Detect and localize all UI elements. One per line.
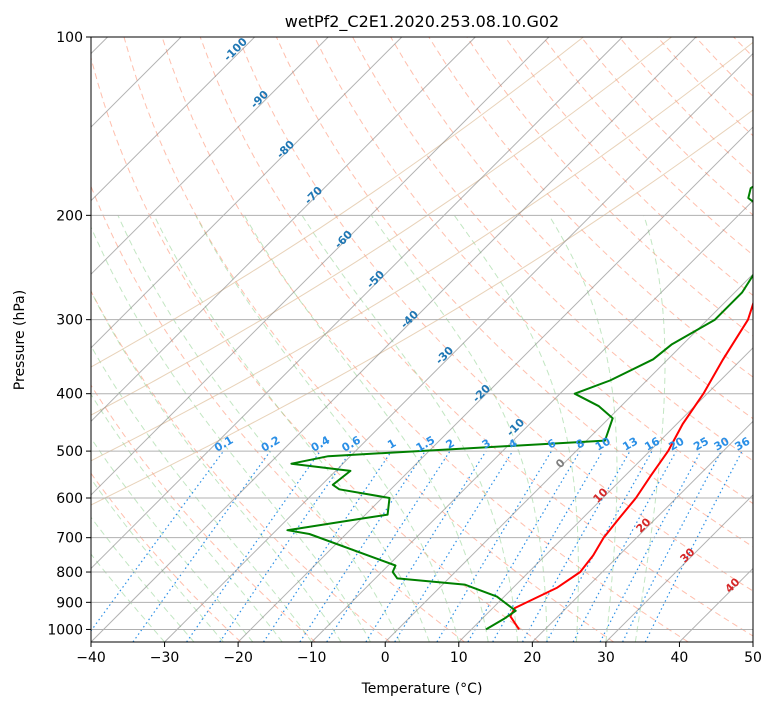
moist-adiabat-line [91,478,224,642]
mixing-ratio-line [572,450,677,642]
x-tick-label: −40 [76,650,106,666]
mixing-ratio-line [326,450,451,642]
reference-curve-line [91,109,753,506]
chart-title: wetPf2_C2E1.2020.253.08.10.G02 [285,12,559,32]
y-tick-label: 400 [56,387,83,403]
dry-adiabat-line [314,37,753,505]
mixing-ratio-line [599,450,702,642]
y-tick-label: 200 [56,208,83,224]
isotherm-line [237,126,753,642]
mixing-ratio-line [186,450,321,642]
axes: −40 −30 −20 −10 0 10 20 30 40 50 100 200 300 400 500 60… [47,30,762,666]
isotherm-line [164,52,753,642]
mixing-ratio-line [365,450,487,642]
dry-adiabat-line [466,37,753,337]
background-lines [91,37,753,642]
mixing-ratio-line [262,450,392,642]
moist-adiabat-line [117,215,401,642]
isotherm-line [91,37,256,202]
dry-adiabat-line [275,37,753,548]
moist-adiabat-line [453,215,579,642]
dry-adiabat-line [91,290,391,642]
dry-adiabat-line [428,37,753,378]
y-tick-label: 100 [56,30,83,46]
dry-adiabat-line [91,384,316,642]
moist-adiabat-line [195,215,460,642]
moist-adiabat-line [370,215,548,642]
x-tick-label: 20 [523,650,541,666]
moist-adiabat-line [91,290,342,642]
y-tick-label: 300 [56,313,83,329]
moist-adiabat-line [548,215,618,642]
y-tick-label: 800 [56,565,83,581]
x-tick-label: −30 [150,650,180,666]
isotherm-line [605,494,753,642]
dry-adiabat-line [91,185,465,642]
y-tick-label: 1000 [47,622,83,638]
x-tick-label: −20 [223,650,253,666]
moist-adiabat-line [91,345,313,642]
y-tick-label: 700 [56,531,83,547]
reference-curve-line [91,37,584,368]
x-tick-label: 0 [381,650,390,666]
dry-adiabat-line [237,37,753,592]
x-tick-label: 10 [450,650,468,666]
mixing-ratio-line [219,450,352,642]
dry-adiabat-line [390,37,753,420]
temperature-line [509,300,753,630]
mixing-ratio-line [132,450,271,642]
dewpoint-line [286,185,753,631]
y-axis-label: Pressure (hPa) [12,290,28,390]
y-tick-label: 900 [56,595,83,611]
x-tick-label: 40 [671,650,689,666]
mixing-ratio-line [299,450,426,642]
isotherm-line [91,37,403,349]
moist-adiabat-line [91,437,254,642]
mixing-ratio-line [467,450,581,642]
pressure-gridlines [91,37,753,642]
isotherm-line [91,37,329,275]
moist-adiabat-line [153,215,430,642]
y-tick-label: 600 [56,491,83,507]
isotherm-line [531,420,753,642]
plot-frame [90,36,754,643]
isotherm-line [91,37,697,642]
isotherm-line [91,37,550,496]
isotherm-line [458,347,753,642]
x-tick-label: −10 [297,650,327,666]
reference-curve-line [91,37,672,416]
dry-adiabat-line [91,55,540,642]
dry-adiabat-line [161,37,689,642]
x-tick-label: 50 [744,650,762,666]
x-axis-label: Temperature (°C) [361,681,483,697]
x-tick-label: 30 [597,650,615,666]
reference-curve-line [91,41,753,462]
moist-adiabat-line [91,393,283,642]
dry-adiabat-line [504,37,753,296]
isotherm-line [91,37,623,570]
dry-adiabat-line [352,37,753,462]
isotherm-line [311,199,753,642]
mixing-ratio-line [436,450,553,642]
isotherm-line [91,37,476,423]
dry-adiabat-line [123,37,614,642]
moist-adiabat-line [634,215,666,642]
y-tick-label: 500 [56,444,83,460]
profile-lines [286,185,753,631]
isotherm-line [384,273,753,642]
dry-adiabat-line [91,472,242,642]
